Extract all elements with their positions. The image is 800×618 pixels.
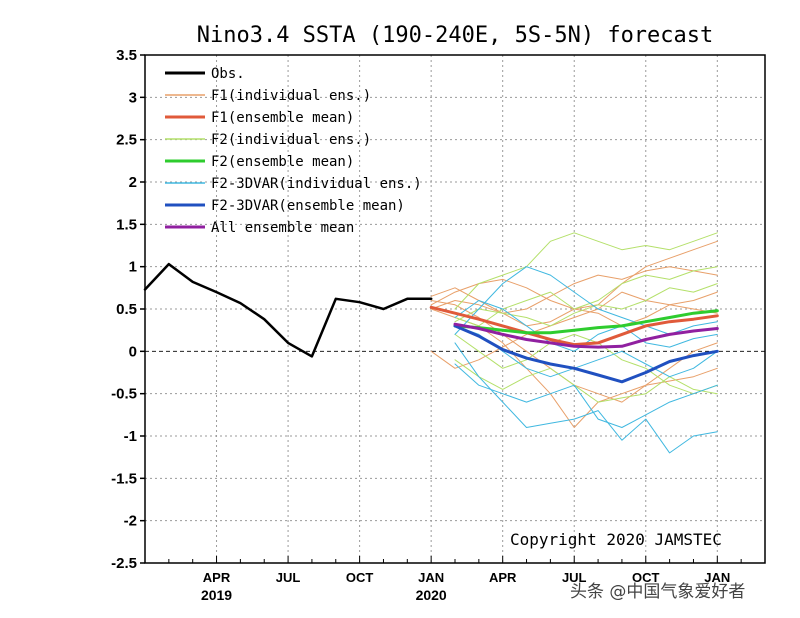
legend: Obs. F1(individual ens.) F1(ensemble mean)… (165, 66, 422, 236)
x-axis-ticks: APR JUL OCT JAN APR JUL OCT JAN 2019 2020 (144, 556, 766, 603)
x-tick-label: JAN (418, 570, 444, 585)
y-tick-label: -0.5 (111, 386, 137, 403)
y-tick-label: -1.5 (111, 470, 137, 487)
ensemble-member-line-f2 (454, 283, 718, 327)
y-axis-ticks: 3.5 3 2.5 2 1.5 1 0.5 0 -0.5 -1 -1.5 -2 -2.5 (111, 47, 145, 572)
ensemble-member-line-f2 (454, 333, 718, 395)
ensemble-mean-line (429, 305, 719, 347)
y-tick-label: 2 (129, 174, 137, 191)
legend-label: F2(individual ens.) (211, 132, 371, 148)
x-tick-label: APR (203, 570, 231, 585)
y-tick-label: -2 (124, 513, 137, 530)
x-tick-label: OCT (632, 570, 660, 585)
y-tick-label: 3.5 (116, 47, 137, 64)
watermark-text: 头条 @中国气象爱好者 (570, 582, 745, 602)
ensemble-member-line-f2 (454, 232, 718, 310)
y-tick-label: -1 (124, 428, 137, 445)
legend-label: Obs. (211, 66, 245, 82)
legend-label: All ensemble mean (211, 220, 354, 236)
ensemble-mean-line (453, 322, 719, 349)
copyright-annotation: Copyright 2020 JAMSTEC (510, 530, 722, 549)
legend-label: F2(ensemble mean) (211, 154, 354, 170)
ensemble-mean-line (453, 309, 719, 335)
x-tick-label: OCT (346, 570, 374, 585)
chart-title: Nino3.4 SSTA (190-240E, 5S-5N) forecast (197, 23, 714, 48)
y-tick-label: 2.5 (116, 132, 137, 149)
observed-line (143, 262, 433, 358)
y-tick-label: 3 (129, 89, 137, 106)
ensemble-member-line-f2 (454, 266, 718, 327)
ensemble-member-line-3dvar (454, 363, 718, 428)
y-tick-label: 1 (129, 259, 137, 276)
year-label: 2020 (416, 587, 447, 603)
legend-label: F2-3DVAR(individual ens.) (211, 176, 422, 192)
ensemble-member-line-f2 (454, 359, 718, 403)
x-tick-label: JUL (276, 570, 301, 585)
legend-label: F2-3DVAR(ensemble mean) (211, 198, 405, 214)
y-tick-label: 0.5 (116, 301, 137, 318)
y-tick-label: 0 (129, 343, 137, 360)
legend-label: F1(ensemble mean) (211, 110, 354, 126)
year-label: 2019 (201, 587, 232, 603)
grid (145, 55, 765, 563)
ensemble-mean-line (453, 324, 719, 384)
individual-ensembles (430, 232, 718, 454)
ensemble-member-line-3dvar (454, 342, 718, 454)
y-tick-label: 1.5 (116, 216, 137, 233)
y-tick-label: -2.5 (111, 555, 137, 572)
x-tick-label: JAN (704, 570, 730, 585)
observed-series (143, 262, 433, 358)
x-tick-label: APR (489, 570, 517, 585)
x-tick-label: JUL (562, 570, 587, 585)
legend-label: F1(individual ens.) (211, 88, 371, 104)
ensemble-means (429, 305, 719, 384)
ensemble-member-line-f1 (430, 266, 718, 314)
